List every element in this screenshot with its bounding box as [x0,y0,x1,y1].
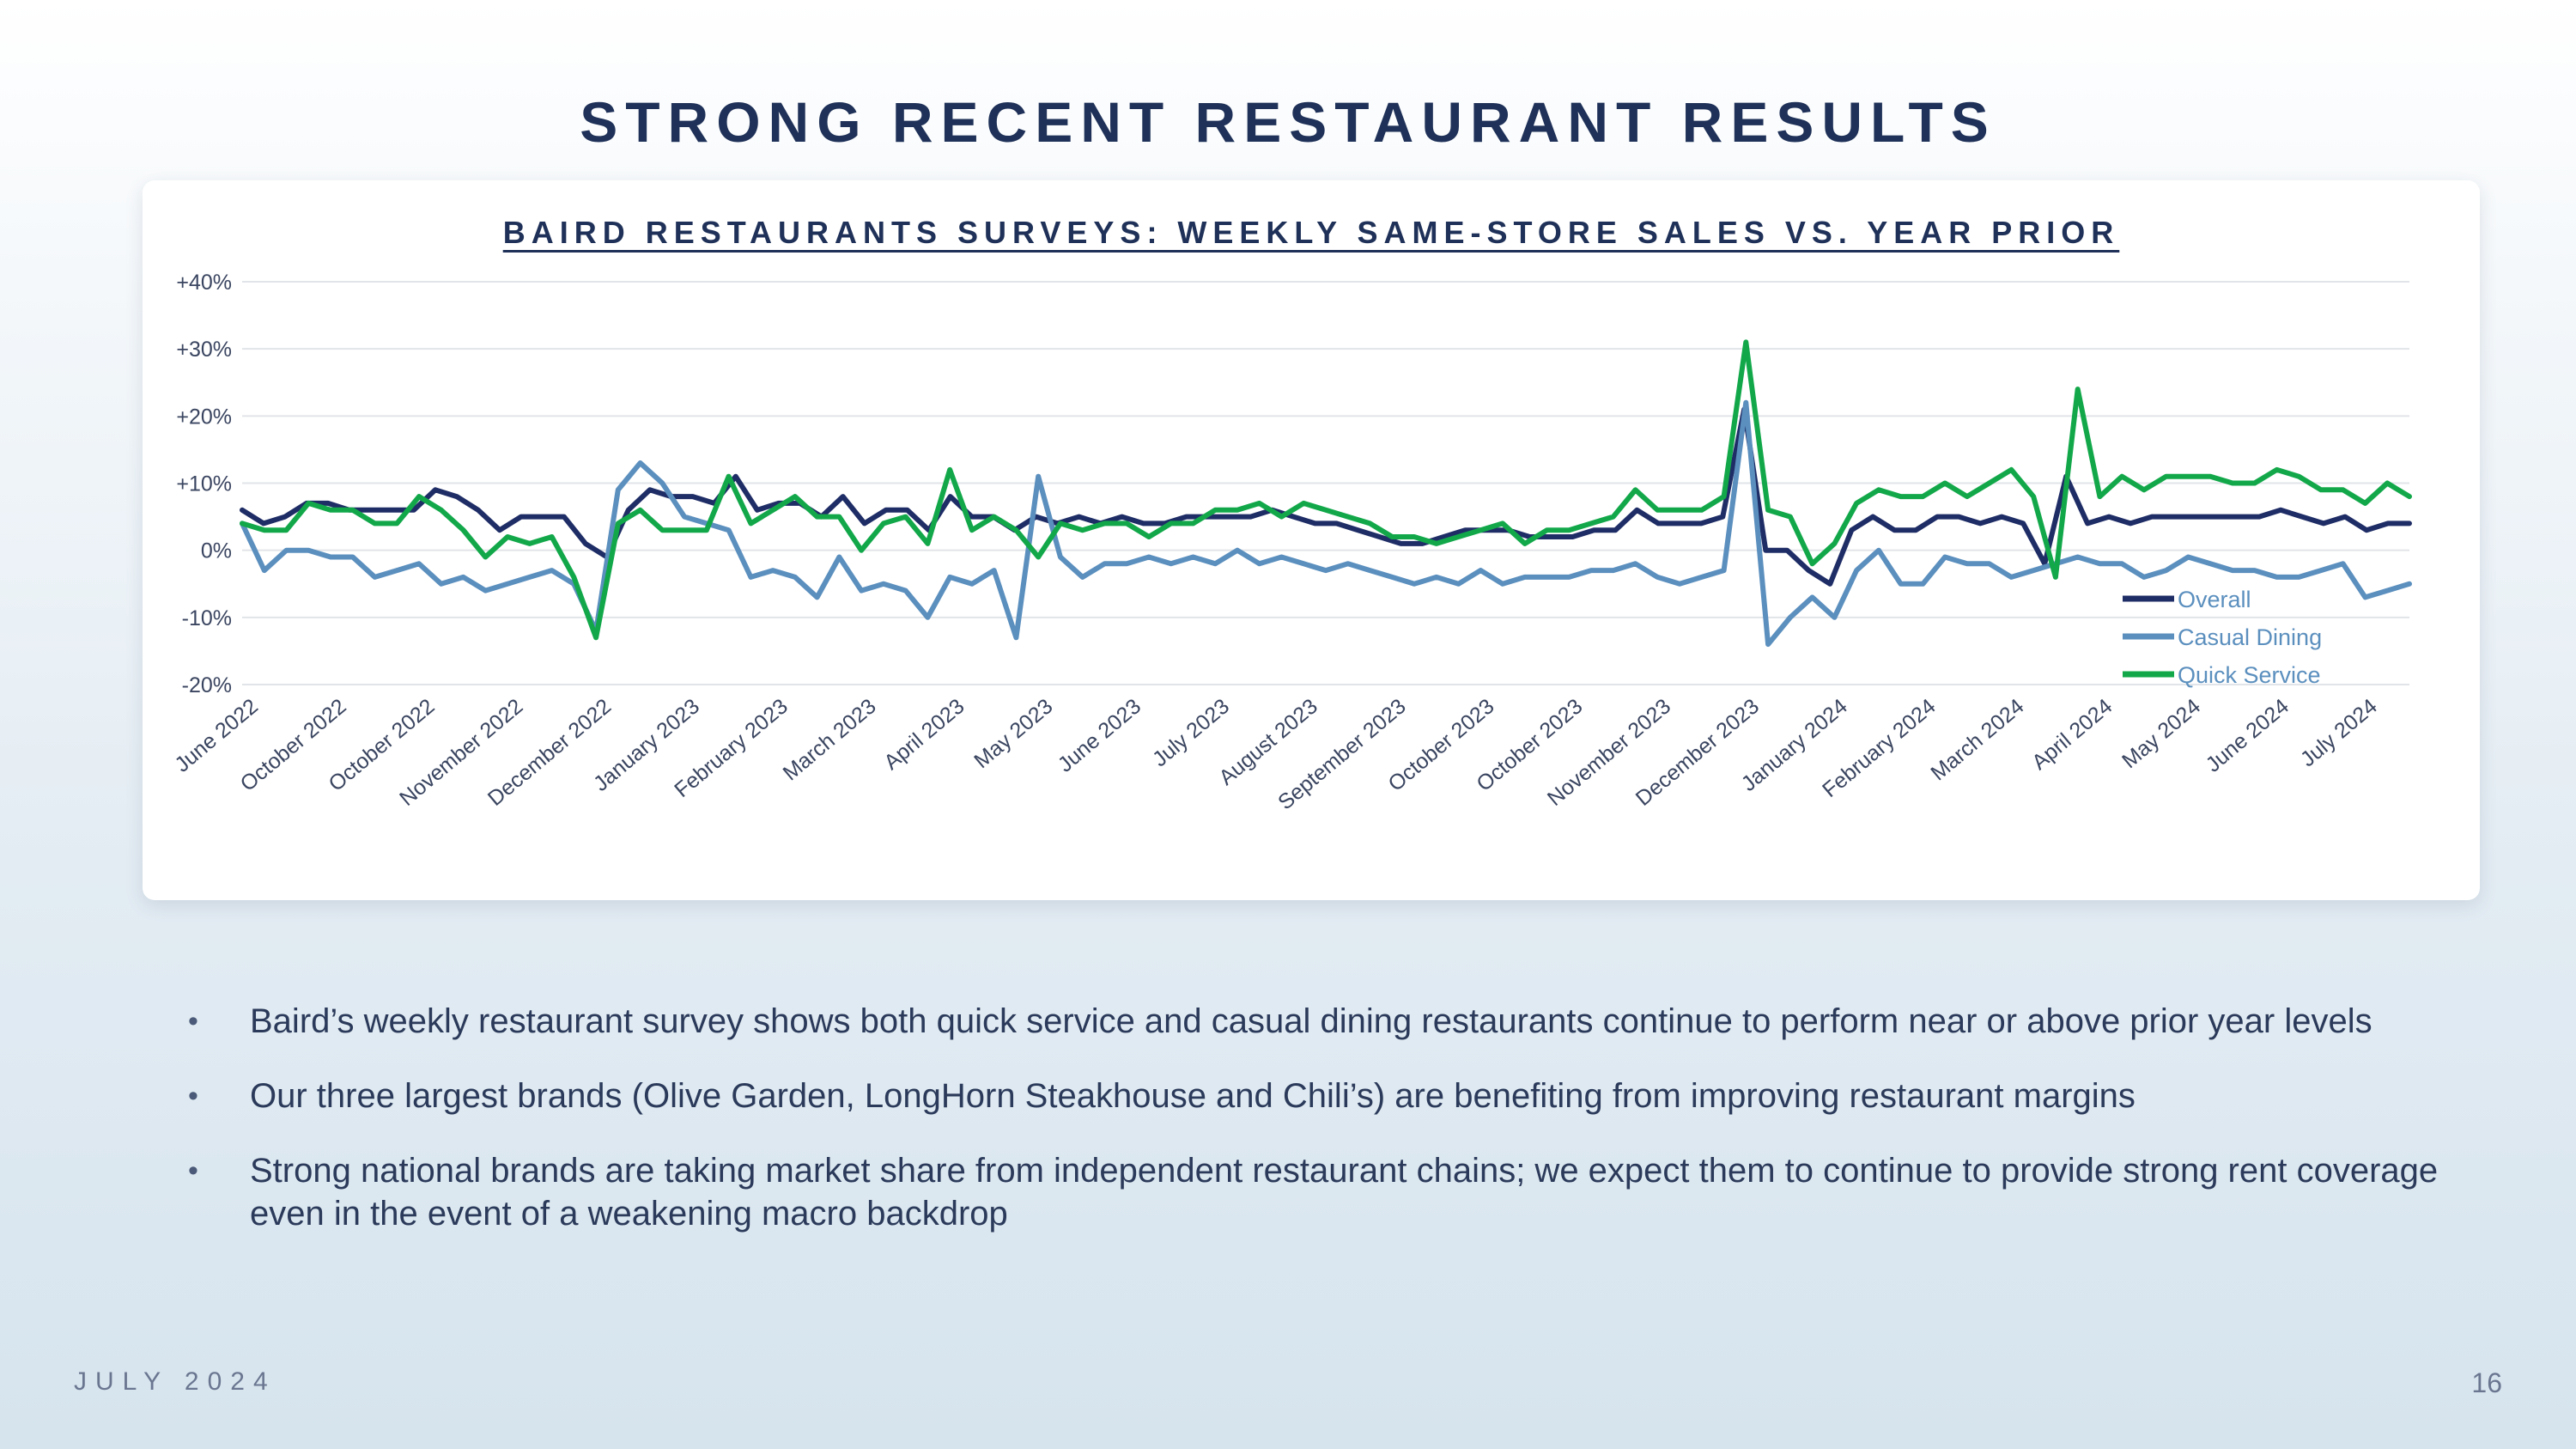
bullet-item: • Strong national brands are taking marke… [185,1149,2486,1235]
x-tick-label: May 2024 [2117,694,2205,773]
y-tick-label: +40% [176,271,232,295]
series-line-casual-dining [240,399,2412,648]
y-tick-label: -10% [182,606,232,630]
y-tick-label: +10% [176,472,232,496]
bullet-dot-icon: • [188,1080,198,1112]
page-number: 16 [2471,1367,2502,1398]
legend-label: Casual Dining [2178,624,2322,650]
bullet-dot-icon: • [188,1154,198,1187]
line-chart: +40%+30%+20%+10%0%-10%-20%June 2022Octob… [170,271,2412,814]
x-tick-label: May 2023 [969,694,1057,773]
x-tick-label: July 2023 [1148,694,1234,771]
y-tick-label: 0% [201,539,232,563]
page-title: STRONG RECENT RESTAURANT RESULTS [580,90,1996,154]
bullet-item: • Our three largest brands (Olive Garden,… [185,1075,2486,1117]
bullet-dot-icon: • [188,1005,198,1038]
chart-card: BAIRD RESTAURANTS SURVEYS: WEEKLY SAME-S… [143,180,2480,900]
x-tick-label: June 2023 [1054,694,1145,777]
x-tick-label: March 2023 [779,694,881,785]
y-tick-label: +20% [176,405,232,429]
legend-label: Quick Service [2178,662,2321,688]
footer-date: JULY 2024 [74,1367,276,1396]
x-tick-label: June 2024 [2202,694,2294,777]
series-line-quick-service [240,339,2412,641]
x-tick-label: June 2022 [170,694,262,777]
bullet-list: • Baird’s weekly restaurant survey shows … [185,1000,2486,1267]
x-tick-label: April 2024 [2027,694,2117,775]
x-tick-label: July 2024 [2296,694,2382,771]
chart-title: BAIRD RESTAURANTS SURVEYS: WEEKLY SAME-S… [502,215,2120,250]
bullet-item: • Baird’s weekly restaurant survey shows … [185,1000,2486,1043]
legend-label: Overall [2178,587,2251,612]
y-tick-label: -20% [182,673,232,697]
x-tick-label: April 2023 [879,694,969,775]
y-tick-label: +30% [176,338,232,362]
x-tick-label: March 2024 [1926,694,2028,785]
